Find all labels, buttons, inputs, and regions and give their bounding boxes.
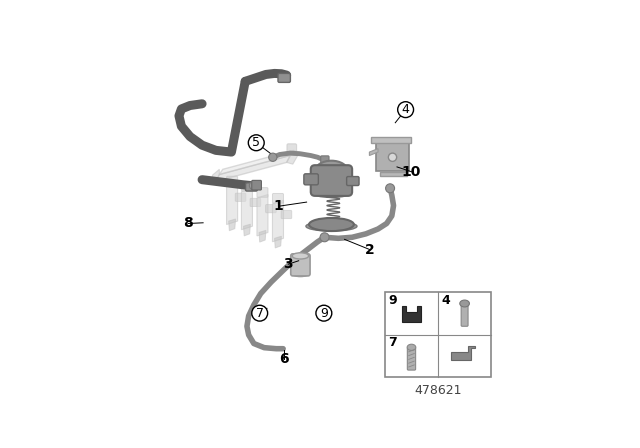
Ellipse shape: [292, 253, 308, 259]
Polygon shape: [275, 236, 282, 248]
Text: 5: 5: [252, 136, 260, 149]
FancyBboxPatch shape: [311, 165, 352, 196]
FancyBboxPatch shape: [287, 144, 296, 155]
Text: 7: 7: [256, 307, 264, 320]
Text: 8: 8: [184, 216, 193, 230]
FancyBboxPatch shape: [347, 177, 359, 185]
Ellipse shape: [312, 180, 351, 190]
FancyBboxPatch shape: [266, 204, 276, 213]
FancyBboxPatch shape: [278, 73, 291, 82]
FancyBboxPatch shape: [273, 194, 284, 203]
FancyBboxPatch shape: [252, 181, 261, 190]
FancyBboxPatch shape: [385, 292, 491, 377]
Polygon shape: [371, 137, 411, 143]
FancyBboxPatch shape: [321, 156, 329, 164]
Circle shape: [248, 135, 264, 151]
Polygon shape: [216, 155, 290, 181]
Polygon shape: [228, 219, 236, 231]
Text: 2: 2: [365, 243, 375, 257]
FancyBboxPatch shape: [281, 211, 292, 219]
Text: 1: 1: [274, 199, 284, 213]
Polygon shape: [241, 188, 252, 230]
Text: 10: 10: [402, 165, 421, 179]
Text: 4: 4: [442, 294, 451, 307]
Ellipse shape: [315, 161, 348, 181]
Polygon shape: [227, 183, 237, 224]
Polygon shape: [259, 230, 266, 242]
Polygon shape: [380, 172, 407, 176]
FancyBboxPatch shape: [257, 188, 268, 197]
Text: 3: 3: [284, 257, 293, 271]
Polygon shape: [402, 306, 421, 322]
Polygon shape: [451, 345, 475, 360]
Ellipse shape: [312, 188, 351, 197]
Ellipse shape: [407, 344, 416, 350]
FancyBboxPatch shape: [246, 183, 257, 191]
Polygon shape: [287, 151, 300, 164]
Circle shape: [388, 153, 397, 161]
Polygon shape: [212, 169, 220, 182]
Circle shape: [250, 181, 259, 190]
Circle shape: [320, 233, 329, 242]
Text: 6: 6: [279, 352, 289, 366]
FancyBboxPatch shape: [227, 176, 237, 186]
Text: 7: 7: [388, 336, 397, 349]
Polygon shape: [220, 151, 294, 174]
FancyBboxPatch shape: [461, 303, 468, 326]
Polygon shape: [273, 200, 284, 242]
Text: 9: 9: [388, 294, 397, 307]
Polygon shape: [376, 140, 409, 171]
Polygon shape: [369, 149, 378, 155]
FancyBboxPatch shape: [304, 174, 318, 185]
Text: 9: 9: [320, 307, 328, 320]
Circle shape: [397, 102, 413, 117]
FancyBboxPatch shape: [236, 193, 246, 202]
Circle shape: [316, 305, 332, 321]
Ellipse shape: [292, 271, 308, 276]
Ellipse shape: [460, 300, 469, 307]
Circle shape: [386, 184, 395, 193]
FancyBboxPatch shape: [407, 347, 415, 370]
Circle shape: [269, 153, 277, 161]
Polygon shape: [257, 194, 268, 236]
FancyBboxPatch shape: [241, 181, 252, 191]
FancyBboxPatch shape: [250, 198, 260, 207]
Text: 478621: 478621: [414, 383, 462, 396]
FancyBboxPatch shape: [291, 254, 310, 276]
Text: 4: 4: [402, 103, 410, 116]
Ellipse shape: [309, 218, 354, 231]
Polygon shape: [243, 224, 250, 236]
Circle shape: [252, 305, 268, 321]
Ellipse shape: [306, 221, 357, 231]
